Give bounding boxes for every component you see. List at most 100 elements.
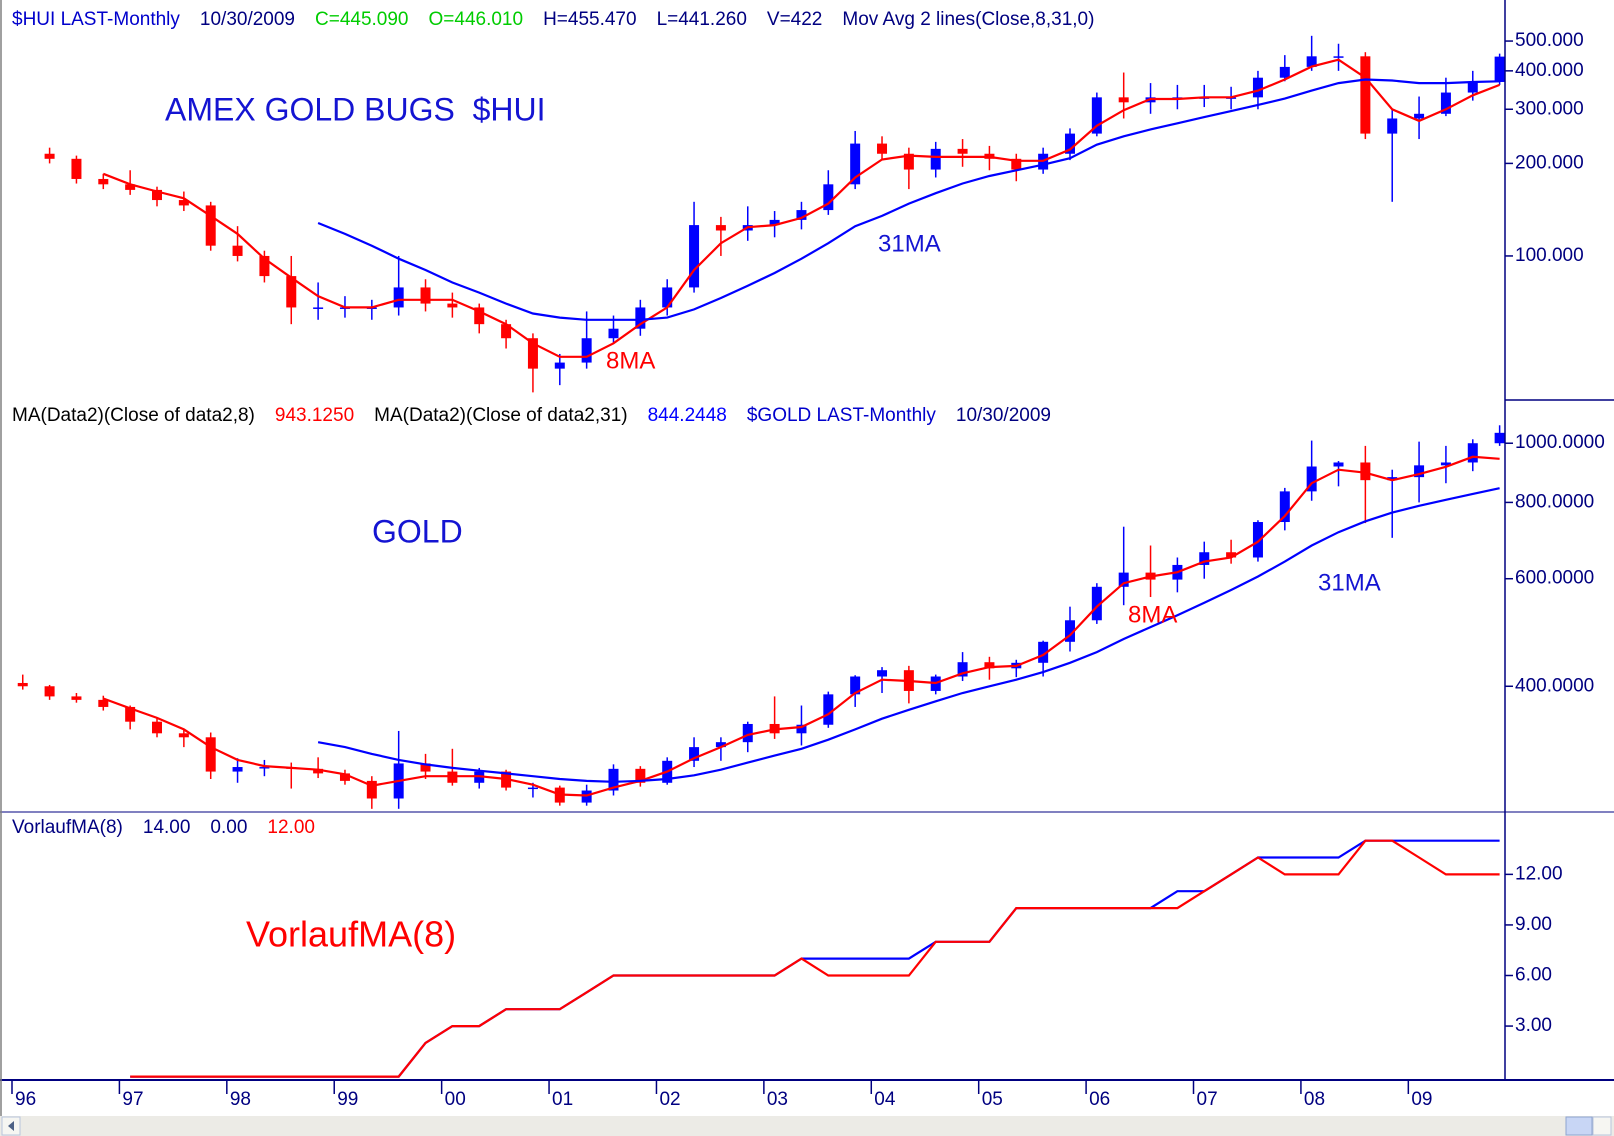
legend-header: 10/30/2009	[200, 9, 295, 30]
candle-body	[608, 328, 619, 339]
y-tick-label: 400.000	[1515, 60, 1584, 81]
candle-body	[742, 723, 753, 743]
candle-body	[125, 184, 136, 190]
candle-body	[1414, 465, 1425, 478]
annotation: AMEX GOLD BUGS $HUI	[165, 91, 546, 127]
candle-body	[527, 338, 538, 369]
candle-body	[635, 768, 646, 783]
y-tick-label: 600.0000	[1515, 568, 1594, 589]
legend-header: $HUI LAST-Monthly	[12, 9, 180, 30]
x-tick-label: 04	[874, 1089, 896, 1110]
candle-body	[1064, 133, 1075, 154]
candle-body	[957, 148, 968, 154]
candle-body	[689, 225, 700, 288]
candle-body	[554, 362, 565, 369]
candle-body	[581, 338, 592, 363]
candle-body	[984, 662, 995, 669]
candle-body	[850, 143, 861, 185]
candle-body	[1306, 466, 1317, 492]
candle-body	[1226, 552, 1237, 558]
candle-body	[823, 184, 834, 211]
candle-body	[420, 763, 431, 772]
candle-body	[930, 148, 941, 170]
candle-body	[178, 733, 189, 738]
legend-header: L=441.260	[657, 9, 747, 30]
legend-header: MA(Data2)(Close of data2,8)	[12, 405, 255, 426]
candle-body	[796, 210, 807, 220]
legend-header: O=446.010	[429, 9, 524, 30]
indicator-line	[317, 487, 1500, 783]
x-tick-label: 96	[15, 1089, 36, 1110]
candle-body	[17, 682, 28, 687]
candle-body	[689, 747, 700, 761]
annotation: 8MA	[1128, 601, 1177, 628]
y-tick-label: 300.000	[1515, 98, 1584, 119]
candle-body	[1091, 586, 1102, 621]
candle-body	[98, 699, 109, 707]
legend-header: V=422	[767, 9, 822, 30]
annotation: 31MA	[878, 230, 941, 257]
arrow-icon	[8, 1121, 14, 1131]
candle-body	[1118, 572, 1129, 587]
scroll-right-button[interactable]	[1592, 1116, 1612, 1136]
candle-body	[877, 670, 888, 677]
legend-header: C=445.090	[315, 9, 409, 30]
candle-body	[903, 153, 914, 170]
candle-body	[1333, 462, 1344, 467]
candle-body	[1360, 462, 1371, 481]
candle-body	[44, 153, 55, 159]
candle-body	[823, 694, 834, 725]
candle-body	[1091, 97, 1102, 134]
legend-header: 0.00	[210, 817, 247, 838]
y-tick-label: 100.000	[1515, 245, 1584, 266]
x-tick-label: 06	[1089, 1089, 1110, 1110]
candle-body	[1118, 97, 1129, 103]
x-tick-label: 01	[552, 1089, 573, 1110]
candle-body	[1440, 92, 1451, 114]
annotation: VorlaufMA(8)	[246, 914, 456, 955]
legend-header: H=455.470	[543, 9, 637, 30]
x-tick-label: 05	[982, 1089, 1003, 1110]
candle-body	[1414, 113, 1425, 119]
annotation: 31MA	[1318, 569, 1381, 596]
y-tick-label: 9.00	[1515, 914, 1552, 935]
scrollbar	[0, 1116, 1614, 1136]
y-tick-label: 3.00	[1515, 1015, 1552, 1036]
candle-body	[608, 768, 619, 791]
x-tick-label: 03	[767, 1089, 788, 1110]
candle-body	[420, 287, 431, 304]
y-tick-label: 800.0000	[1515, 491, 1594, 512]
scrollbar-track	[0, 1116, 1614, 1136]
x-tick-label: 09	[1411, 1089, 1432, 1110]
legend-header: 844.2448	[648, 405, 727, 426]
candle-body	[1494, 56, 1505, 82]
legend-header: $GOLD LAST-Monthly	[747, 405, 937, 426]
candle-body	[178, 200, 189, 206]
candle-body	[501, 324, 512, 339]
candle-body	[1011, 158, 1022, 170]
candle-body	[1360, 56, 1371, 134]
candle-body	[205, 205, 216, 246]
indicator-line	[317, 78, 1500, 321]
legend-header: 12.00	[267, 817, 315, 838]
candle-body	[1494, 432, 1505, 444]
candle-body	[1064, 620, 1075, 642]
candle-body	[71, 696, 82, 700]
plot-layer: $HUI LAST-Monthly 10/30/2009 C=445.090 O=44…	[11, 9, 1605, 1110]
candle-body	[635, 307, 646, 329]
candle-body	[1279, 491, 1290, 523]
candle-body	[205, 737, 216, 772]
candle-body	[1252, 522, 1263, 558]
candle-body	[366, 780, 377, 799]
legend-header: MA(Data2)(Close of data2,31)	[374, 405, 627, 426]
candle-body	[1252, 77, 1263, 98]
y-tick-label: 6.00	[1515, 965, 1552, 986]
x-tick-label: 08	[1304, 1089, 1325, 1110]
x-tick-label: 99	[337, 1089, 358, 1110]
candle-body	[1467, 443, 1478, 463]
candle-body	[259, 767, 270, 769]
scroll-thumb[interactable]	[1565, 1116, 1593, 1136]
candle-body	[1387, 477, 1398, 481]
